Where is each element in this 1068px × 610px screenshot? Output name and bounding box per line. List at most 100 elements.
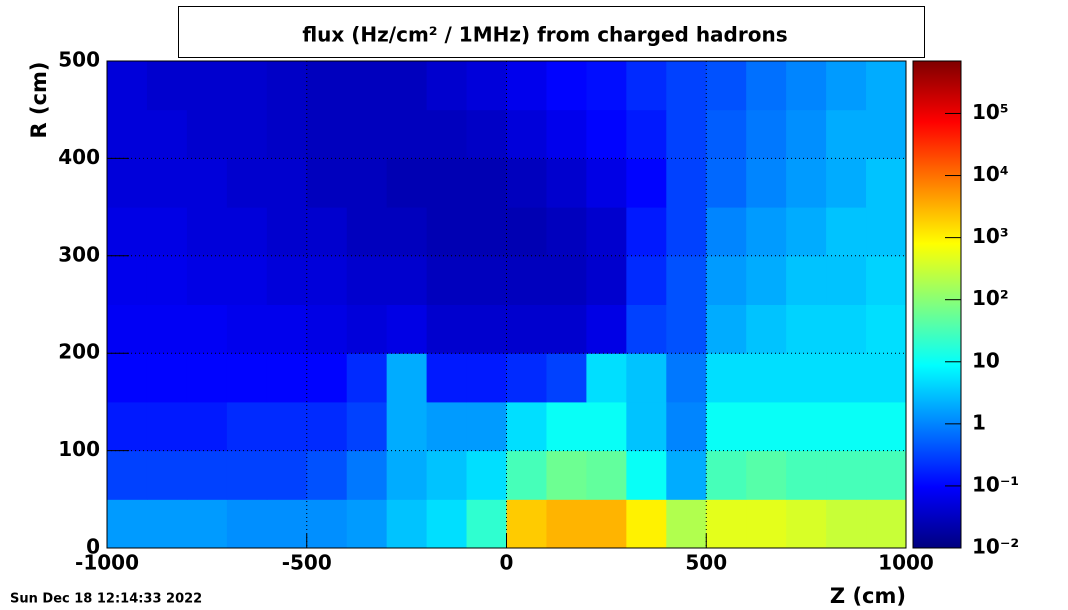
heatmap-cell bbox=[226, 255, 268, 305]
heatmap-cell bbox=[586, 499, 627, 549]
y-tick-label: 400 bbox=[58, 145, 100, 169]
heatmap-cell bbox=[266, 304, 308, 354]
heatmap-cell bbox=[666, 61, 707, 111]
heatmap-cell bbox=[586, 401, 627, 452]
heatmap-cell bbox=[826, 401, 867, 452]
colorbar bbox=[912, 60, 962, 549]
heatmap-cell bbox=[746, 255, 787, 305]
y-tick-label: 300 bbox=[58, 242, 100, 266]
heatmap-cell bbox=[706, 61, 747, 111]
heatmap-cell bbox=[826, 61, 867, 111]
heatmap-cell bbox=[146, 353, 188, 403]
heatmap-cell bbox=[107, 353, 148, 403]
heatmap-cell bbox=[506, 304, 547, 354]
heatmap-cell bbox=[506, 109, 547, 159]
heatmap-cell bbox=[506, 499, 547, 549]
heatmap-cell bbox=[426, 450, 468, 500]
heatmap-cell bbox=[666, 207, 707, 257]
heatmap-cell bbox=[146, 207, 188, 257]
heatmap-cell bbox=[386, 401, 428, 452]
heatmap-cell bbox=[107, 401, 148, 452]
colorbar-tick-label: 10 bbox=[972, 348, 1000, 372]
heatmap-cell bbox=[107, 158, 148, 208]
heatmap-cell bbox=[226, 401, 268, 452]
heatmap-cell bbox=[866, 450, 907, 500]
heatmap-cell bbox=[306, 109, 348, 159]
heatmap-cell bbox=[346, 450, 388, 500]
heatmap-cell bbox=[786, 61, 827, 111]
heatmap-cell bbox=[586, 450, 627, 500]
heatmap-cell bbox=[186, 109, 228, 159]
heatmap-cell bbox=[746, 61, 787, 111]
heatmap-cell bbox=[786, 401, 827, 452]
heatmap-cell bbox=[346, 61, 388, 111]
heatmap-cell bbox=[626, 109, 667, 159]
heatmap-cell bbox=[666, 304, 707, 354]
heatmap-cell bbox=[266, 450, 308, 500]
heatmap-cell bbox=[466, 255, 507, 305]
heatmap-cell bbox=[226, 109, 268, 159]
heatmap-cell bbox=[346, 255, 388, 305]
heatmap-cell bbox=[866, 158, 907, 208]
heatmap-cell bbox=[746, 499, 787, 549]
heatmap-cell bbox=[586, 304, 627, 354]
heatmap-cell bbox=[826, 207, 867, 257]
heatmap-cell bbox=[266, 109, 308, 159]
heatmap-cell bbox=[226, 61, 268, 111]
heatmap-cell bbox=[786, 207, 827, 257]
heatmap-cell bbox=[346, 304, 388, 354]
heatmap-cell bbox=[226, 207, 268, 257]
colorbar-tick-label: 1 bbox=[972, 410, 986, 434]
heatmap-cell bbox=[626, 499, 667, 549]
heatmap-cell bbox=[746, 158, 787, 208]
heatmap-cell bbox=[786, 255, 827, 305]
heatmap-cell bbox=[226, 353, 268, 403]
heatmap-cell bbox=[386, 207, 428, 257]
heatmap-cell bbox=[306, 499, 348, 549]
plot-frame bbox=[106, 60, 907, 549]
heatmap-cell bbox=[306, 61, 348, 111]
heatmap-cell bbox=[866, 207, 907, 257]
heatmap-cell bbox=[266, 158, 308, 208]
heatmap-cell bbox=[506, 207, 547, 257]
heatmap-cell bbox=[626, 255, 667, 305]
heatmap-cell bbox=[186, 353, 228, 403]
heatmap-cell bbox=[466, 158, 507, 208]
heatmap-cell bbox=[386, 450, 428, 500]
heatmap-cell bbox=[346, 499, 388, 549]
heatmap-cell bbox=[866, 109, 907, 159]
heatmap-cell bbox=[746, 401, 787, 452]
colorbar-tick-label: 10² bbox=[972, 286, 1009, 310]
heatmap-cell bbox=[146, 401, 188, 452]
heatmap-cell bbox=[146, 109, 188, 159]
y-tick-label: 200 bbox=[58, 340, 100, 364]
heatmap-cell bbox=[866, 401, 907, 452]
heatmap-cell bbox=[706, 207, 747, 257]
heatmap-cell bbox=[666, 109, 707, 159]
title-box bbox=[178, 6, 925, 58]
heatmap-cell bbox=[306, 450, 348, 500]
heatmap-cell bbox=[746, 304, 787, 354]
heatmap-cell bbox=[746, 450, 787, 500]
colorbar-tick-label: 10⁴ bbox=[972, 162, 1009, 186]
heatmap-cell bbox=[706, 450, 747, 500]
heatmap-cell bbox=[107, 109, 148, 159]
heatmap-cell bbox=[186, 450, 228, 500]
heatmap-cell bbox=[786, 353, 827, 403]
heatmap-cell bbox=[426, 207, 468, 257]
heatmap-cell bbox=[146, 61, 188, 111]
heatmap-cell bbox=[546, 109, 587, 159]
heatmap-cell bbox=[426, 353, 468, 403]
colorbar-tick-label: 10⁻¹ bbox=[972, 472, 1019, 496]
heatmap-cell bbox=[666, 401, 707, 452]
heatmap-cell bbox=[306, 158, 348, 208]
heatmap-cell bbox=[426, 158, 468, 208]
heatmap-cell bbox=[866, 499, 907, 549]
heatmap-cell bbox=[626, 304, 667, 354]
heatmap-cell bbox=[506, 401, 547, 452]
heatmap-cell bbox=[546, 353, 587, 403]
heatmap-cell bbox=[386, 158, 428, 208]
heatmap-cell bbox=[466, 499, 507, 549]
heatmap-cell bbox=[626, 353, 667, 403]
heatmap-cell bbox=[386, 304, 428, 354]
